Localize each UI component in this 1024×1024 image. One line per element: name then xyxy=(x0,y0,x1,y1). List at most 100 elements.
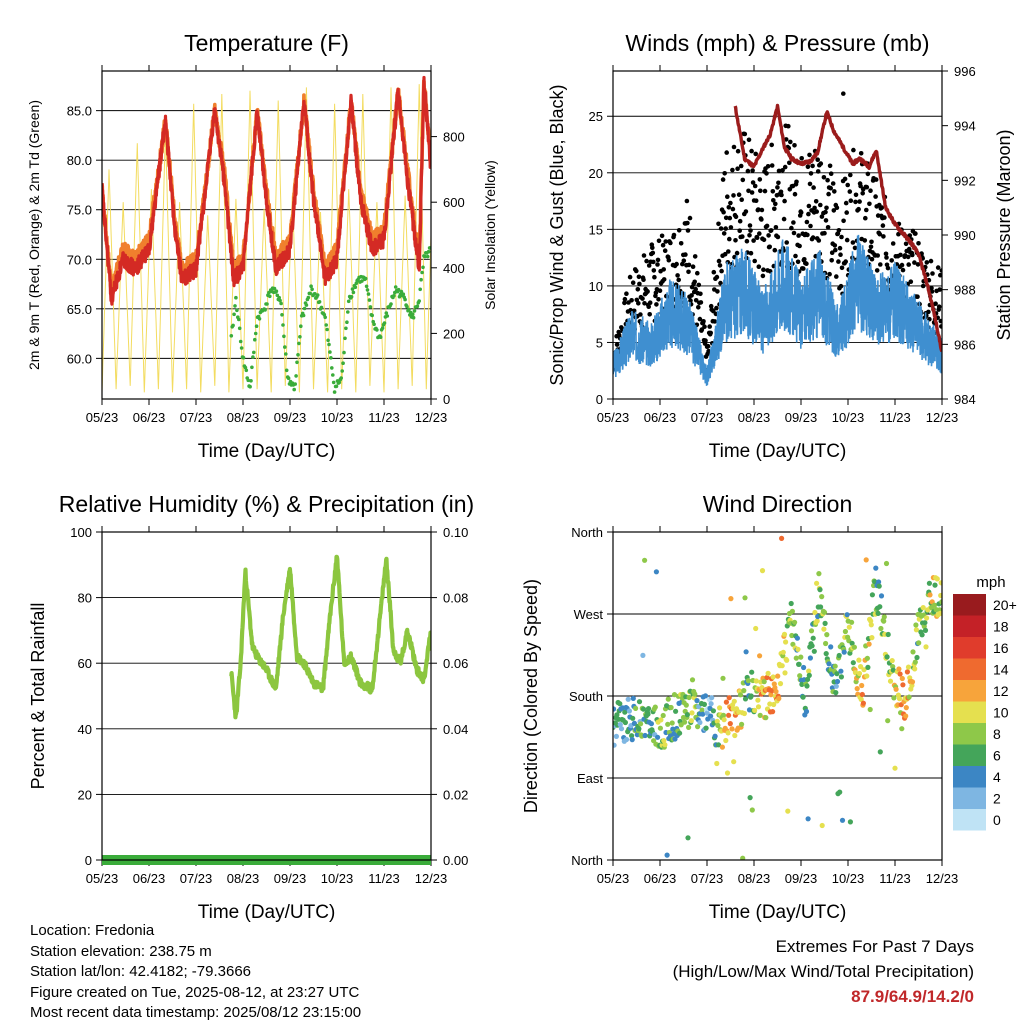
dewpoint-point xyxy=(277,295,282,300)
gust-point xyxy=(653,290,659,296)
dewpoint-point xyxy=(421,265,425,270)
gust-point xyxy=(807,181,813,187)
dewpoint-point xyxy=(426,249,431,254)
direction-point xyxy=(708,713,714,719)
direction-point xyxy=(899,675,905,682)
colorbar-label: 4 xyxy=(993,769,1001,785)
dewpoint-point xyxy=(345,320,349,325)
dewpoint-point xyxy=(263,308,267,312)
gust-point xyxy=(705,343,711,349)
direction-point xyxy=(833,690,839,696)
gust-point xyxy=(828,185,833,191)
dewpoint-point xyxy=(331,380,336,385)
y-tick-label: 75.0 xyxy=(67,203,92,218)
direction-point xyxy=(768,692,774,698)
y-right-tick-label: 0.06 xyxy=(443,656,468,671)
gust-point xyxy=(793,253,798,259)
solar-insolation-line xyxy=(102,84,431,393)
gust-point xyxy=(757,177,763,182)
gust-point xyxy=(723,226,728,231)
panel-humidity: Relative Humidity (%) & Precipitation (i… xyxy=(28,491,474,923)
gust-point xyxy=(727,236,732,242)
gust-point xyxy=(645,289,650,294)
direction-point xyxy=(789,632,795,639)
direction-point xyxy=(673,708,679,714)
y-axis-label: Direction (Colored By Speed) xyxy=(521,579,541,813)
dewpoint-point xyxy=(246,378,250,383)
dewpoint-point xyxy=(253,337,257,342)
gust-point xyxy=(742,131,748,137)
gust-point xyxy=(810,163,815,169)
gust-point xyxy=(829,258,834,263)
x-tick-label: 07/23 xyxy=(691,871,724,886)
gust-point xyxy=(869,256,875,262)
direction-point xyxy=(884,654,890,660)
dewpoint-point xyxy=(254,324,259,329)
gust-point xyxy=(630,280,636,286)
gust-point xyxy=(655,257,661,263)
gust-point xyxy=(808,223,813,229)
dewpoint-point xyxy=(313,292,317,296)
direction-point xyxy=(770,674,776,680)
gust-point xyxy=(825,225,831,230)
gust-point xyxy=(726,249,731,254)
direction-point xyxy=(872,579,878,585)
gust-point xyxy=(747,233,752,238)
direction-point xyxy=(798,654,804,660)
y-right-tick-label: 0 xyxy=(443,392,450,407)
direction-point xyxy=(777,681,784,687)
direction-point xyxy=(795,646,801,652)
direction-point xyxy=(875,610,881,617)
gust-point xyxy=(906,262,911,267)
gust-point xyxy=(815,157,820,162)
dewpoint-point xyxy=(238,339,243,344)
gust-point xyxy=(881,234,886,239)
direction-point xyxy=(732,732,738,739)
x-tick-label: 11/23 xyxy=(368,871,400,886)
gust-point xyxy=(764,171,769,176)
dewpoint-point xyxy=(342,350,346,355)
direction-point xyxy=(684,712,691,718)
dewpoint-point xyxy=(346,299,351,304)
gust-point xyxy=(668,240,673,246)
gust-point xyxy=(752,258,757,264)
extremes-values: 87.9/64.9/14.2/0 xyxy=(851,987,974,1006)
plot-area xyxy=(102,75,431,394)
y-tick-label: 65.0 xyxy=(67,302,92,317)
direction-point xyxy=(838,668,844,674)
x-tick-label: 10/23 xyxy=(832,871,865,886)
y-tick-label: 0 xyxy=(596,392,603,407)
gust-point xyxy=(797,243,802,249)
dewpoint-point xyxy=(420,270,424,275)
direction-point xyxy=(695,724,701,730)
gust-point xyxy=(939,324,942,329)
x-tick-label: 08/23 xyxy=(227,410,260,425)
direction-point xyxy=(796,661,802,667)
x-tick-label: 06/23 xyxy=(133,871,166,886)
plot-frame xyxy=(101,531,432,861)
gust-point xyxy=(745,168,751,174)
gust-point xyxy=(827,271,832,277)
dewpoint-point xyxy=(327,342,331,347)
gust-point xyxy=(655,262,660,267)
direction-point xyxy=(763,715,769,721)
direction-point xyxy=(725,730,731,736)
gust-point xyxy=(767,244,772,250)
y-right-tick-label: 992 xyxy=(954,173,976,188)
direction-point xyxy=(618,726,625,732)
direction-point xyxy=(783,639,789,645)
direction-point xyxy=(927,592,933,598)
wind-line xyxy=(613,234,942,386)
direction-point xyxy=(877,749,883,755)
gust-point xyxy=(686,262,692,268)
direction-point xyxy=(636,699,643,705)
direction-point xyxy=(731,759,737,765)
panel-wind_direction: Wind Direction North East South West North 05/… xyxy=(521,491,1017,923)
gust-point xyxy=(831,208,837,213)
gust-point xyxy=(661,267,666,272)
gust-point xyxy=(879,205,885,210)
dewpoint-point xyxy=(375,328,379,332)
gust-point xyxy=(912,260,917,265)
direction-point xyxy=(804,683,810,689)
direction-point xyxy=(868,622,874,628)
